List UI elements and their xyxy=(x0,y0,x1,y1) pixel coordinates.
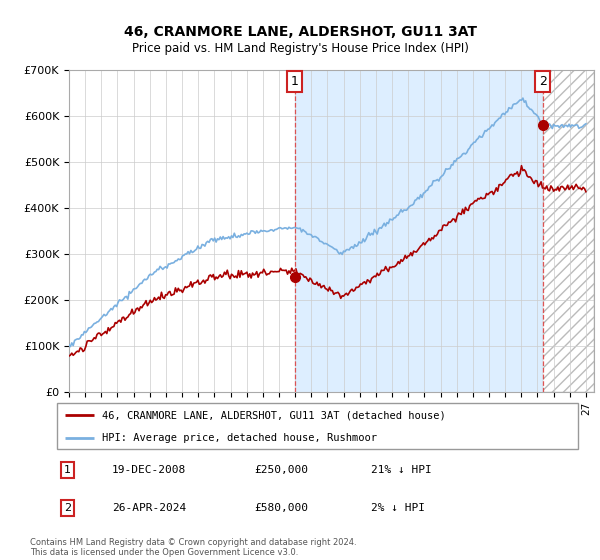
Text: 21% ↓ HPI: 21% ↓ HPI xyxy=(371,465,431,475)
FancyBboxPatch shape xyxy=(56,404,578,449)
Text: £250,000: £250,000 xyxy=(254,465,308,475)
Text: 26-APR-2024: 26-APR-2024 xyxy=(112,503,187,513)
Text: HPI: Average price, detached house, Rushmoor: HPI: Average price, detached house, Rush… xyxy=(101,433,377,444)
Text: 2% ↓ HPI: 2% ↓ HPI xyxy=(371,503,425,513)
Text: £580,000: £580,000 xyxy=(254,503,308,513)
Bar xyxy=(543,70,594,392)
Text: 2: 2 xyxy=(539,75,547,88)
Text: Contains HM Land Registry data © Crown copyright and database right 2024.
This d: Contains HM Land Registry data © Crown c… xyxy=(30,538,356,557)
Text: 19-DEC-2008: 19-DEC-2008 xyxy=(112,465,187,475)
Text: 1: 1 xyxy=(291,75,299,88)
Text: Price paid vs. HM Land Registry's House Price Index (HPI): Price paid vs. HM Land Registry's House … xyxy=(131,42,469,55)
Text: 2: 2 xyxy=(64,503,71,513)
Bar xyxy=(295,70,543,392)
Text: 46, CRANMORE LANE, ALDERSHOT, GU11 3AT (detached house): 46, CRANMORE LANE, ALDERSHOT, GU11 3AT (… xyxy=(101,410,445,421)
Text: 1: 1 xyxy=(64,465,71,475)
Text: 46, CRANMORE LANE, ALDERSHOT, GU11 3AT: 46, CRANMORE LANE, ALDERSHOT, GU11 3AT xyxy=(124,25,476,39)
Bar xyxy=(543,70,594,392)
